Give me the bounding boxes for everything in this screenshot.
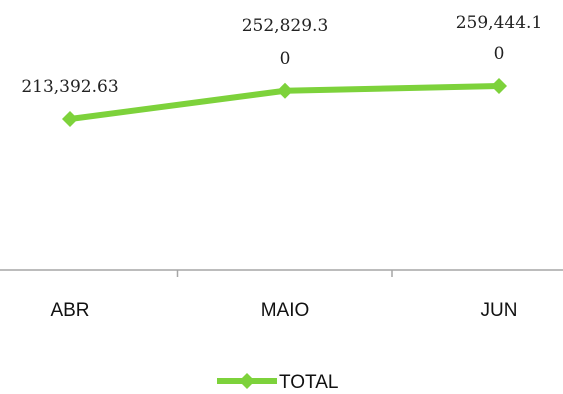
x-tick-label-jun: JUN xyxy=(481,300,518,321)
data-label-maio-line-1: 252,829.3 xyxy=(242,16,329,36)
data-label-jun-line-1: 259,444.1 xyxy=(456,13,543,33)
point-maio xyxy=(277,82,293,99)
point-jun xyxy=(491,78,507,94)
data-label-jun-line-2: 0 xyxy=(494,44,505,64)
data-labels: 213,392.63 252,829.3 0 259,444.1 0 xyxy=(21,13,542,97)
point-abr xyxy=(62,111,78,127)
data-label-abr: 213,392.63 xyxy=(21,77,118,97)
legend-diamond-marker xyxy=(239,373,255,389)
x-tick-label-abr: ABR xyxy=(50,300,89,321)
data-label-maio-line-2: 0 xyxy=(280,49,291,69)
x-axis xyxy=(0,269,563,277)
legend-label: TOTAL xyxy=(279,372,338,393)
series-total xyxy=(62,78,507,127)
x-tick-labels: ABR MAIO JUN xyxy=(50,300,517,321)
legend: TOTAL xyxy=(217,372,338,393)
x-tick-label-maio: MAIO xyxy=(261,300,310,321)
